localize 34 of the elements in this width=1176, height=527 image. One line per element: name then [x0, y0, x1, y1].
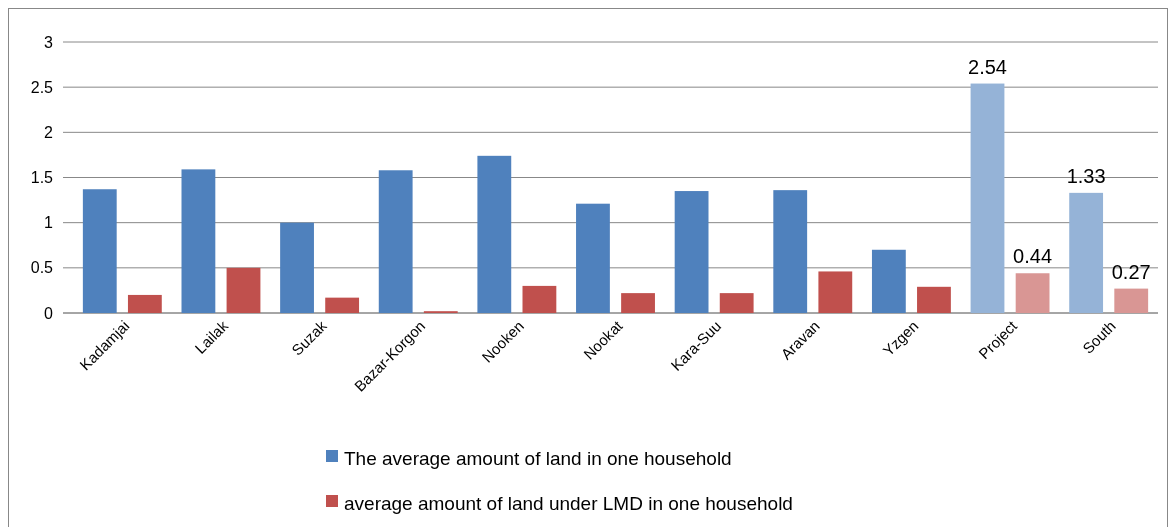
- bar: [226, 267, 261, 313]
- bar: [970, 83, 1005, 313]
- bar: [917, 286, 951, 313]
- bar: [773, 190, 808, 313]
- data-label: 0.44: [1013, 245, 1053, 268]
- bar: [522, 285, 557, 313]
- bar: [181, 169, 216, 313]
- bar: [477, 155, 512, 313]
- bar: [621, 293, 655, 313]
- y-tick-label: 2: [44, 123, 54, 141]
- legend-label: average amount of land under LMD in one household: [344, 492, 793, 514]
- bar: [127, 294, 162, 313]
- y-tick-label: 0.5: [30, 259, 54, 277]
- bar: [280, 222, 314, 313]
- y-tick-label: 2.5: [30, 78, 54, 96]
- bar: [576, 203, 610, 313]
- y-tick-label: 1: [44, 214, 54, 232]
- legend-label: The average amount of land in one household: [344, 447, 732, 469]
- bar: [871, 249, 906, 313]
- bar: [325, 297, 360, 313]
- data-label: 0.27: [1111, 260, 1151, 283]
- bar: [818, 271, 853, 313]
- data-label: 2.54: [968, 55, 1007, 78]
- bar: [674, 191, 709, 313]
- bar: [82, 189, 117, 313]
- bar: [1015, 273, 1050, 313]
- y-tick-label: 1.5: [30, 169, 54, 187]
- bar: [719, 293, 754, 313]
- y-tick-label: 3: [44, 33, 54, 51]
- bar: [1069, 192, 1104, 313]
- data-label: 1.33: [1066, 164, 1106, 187]
- bar: [1114, 288, 1149, 313]
- bar: [378, 170, 413, 313]
- y-tick-label: 0: [44, 304, 54, 322]
